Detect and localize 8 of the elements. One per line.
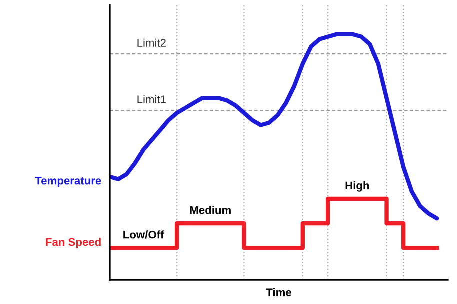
x-axis-title: Time (266, 288, 292, 296)
ref-line-label: Limit2 (138, 38, 166, 47)
series-label: Temperature (35, 177, 102, 187)
ref-line-label: Limit1 (138, 95, 166, 104)
annotation: Low/Off (124, 230, 164, 239)
annotation: High (346, 181, 370, 192)
annotation: Medium (190, 206, 231, 214)
series-label: Fan Speed (46, 238, 101, 248)
